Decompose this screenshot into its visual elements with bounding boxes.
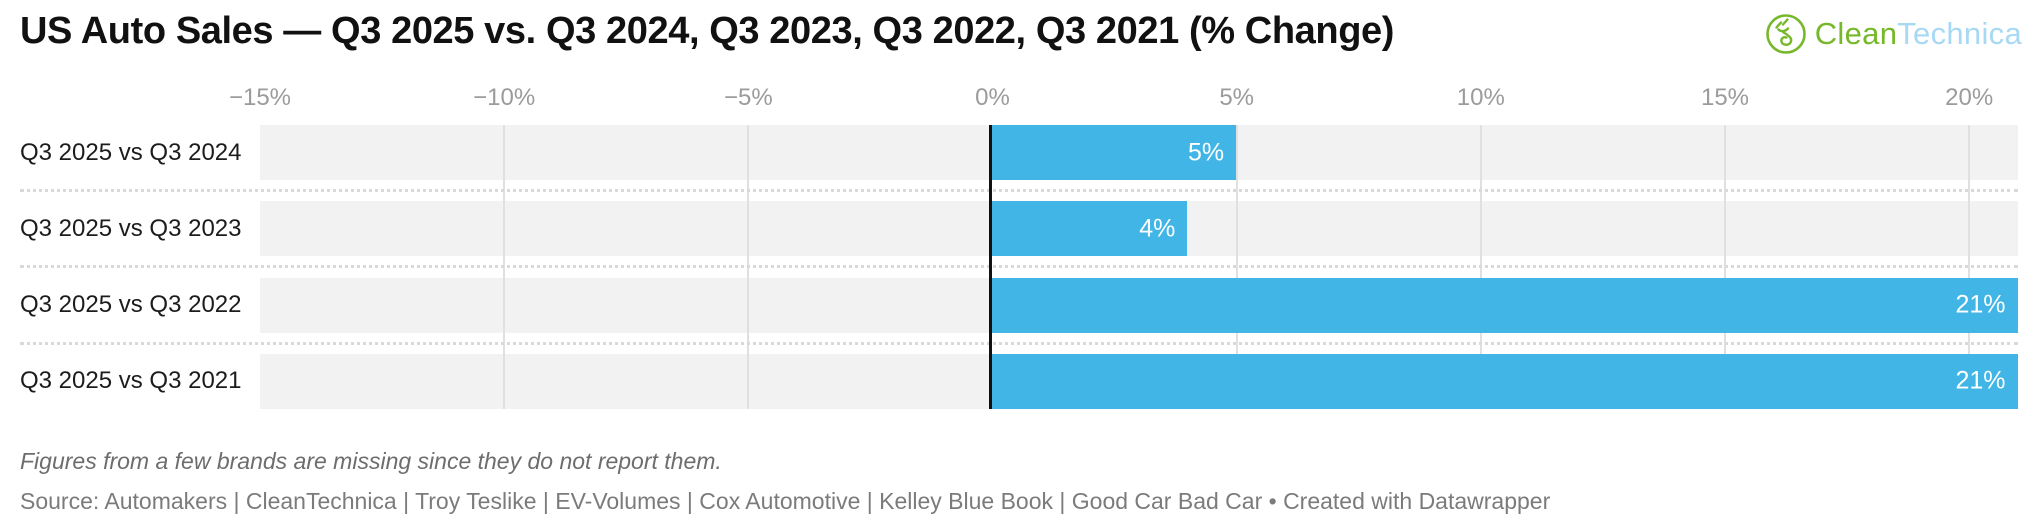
cleantechnica-plug-sprout-icon	[1764, 12, 1808, 56]
bar-value-label: 5%	[1188, 138, 1225, 166]
row-separator	[20, 189, 2018, 192]
axis-tick-label: −10%	[473, 84, 536, 111]
row-label: Q3 2025 vs Q3 2023	[20, 214, 242, 242]
bar-value-label: 21%	[1955, 366, 2006, 395]
row-label: Q3 2025 vs Q3 2022	[20, 291, 242, 319]
logo-word-clean: Clean	[1814, 16, 1898, 51]
axis-tick-label: 0%	[975, 84, 1010, 111]
row-separator	[20, 265, 2018, 269]
logo-wordmark: CleanTechnica	[1815, 16, 2022, 52]
row-label: Q3 2025 vs Q3 2021	[20, 367, 242, 395]
chart-source-line: Source: Automakers | CleanTechnica | Tro…	[20, 488, 1551, 514]
axis-tick-label: 15%	[1700, 84, 1750, 111]
zero-baseline	[989, 125, 992, 409]
row-separator	[20, 341, 2018, 345]
chart-note: Figures from a few brands are missing si…	[20, 448, 722, 474]
axis-tick-label: 20%	[1945, 84, 1994, 111]
logo-word-technica: Technica	[1897, 16, 2022, 51]
axis-tick-label: 5%	[1219, 84, 1254, 111]
bar: 21%	[992, 353, 2018, 409]
bar: 5%	[992, 125, 1237, 180]
axis-tick-label: −5%	[723, 84, 773, 111]
axis-tick-label: 10%	[1456, 84, 1505, 111]
bar: 4%	[992, 201, 1188, 257]
chart-title: US Auto Sales — Q3 2025 vs. Q3 2024, Q3 …	[20, 10, 1394, 52]
cleantechnica-logo[interactable]: CleanTechnica	[1764, 12, 2022, 56]
bar: 21%	[992, 277, 2018, 333]
axis-tick-label: −15%	[228, 84, 292, 111]
row-label: Q3 2025 vs Q3 2024	[20, 138, 242, 166]
bar-value-label: 4%	[1139, 214, 1176, 243]
bar-value-label: 21%	[1955, 290, 2006, 319]
